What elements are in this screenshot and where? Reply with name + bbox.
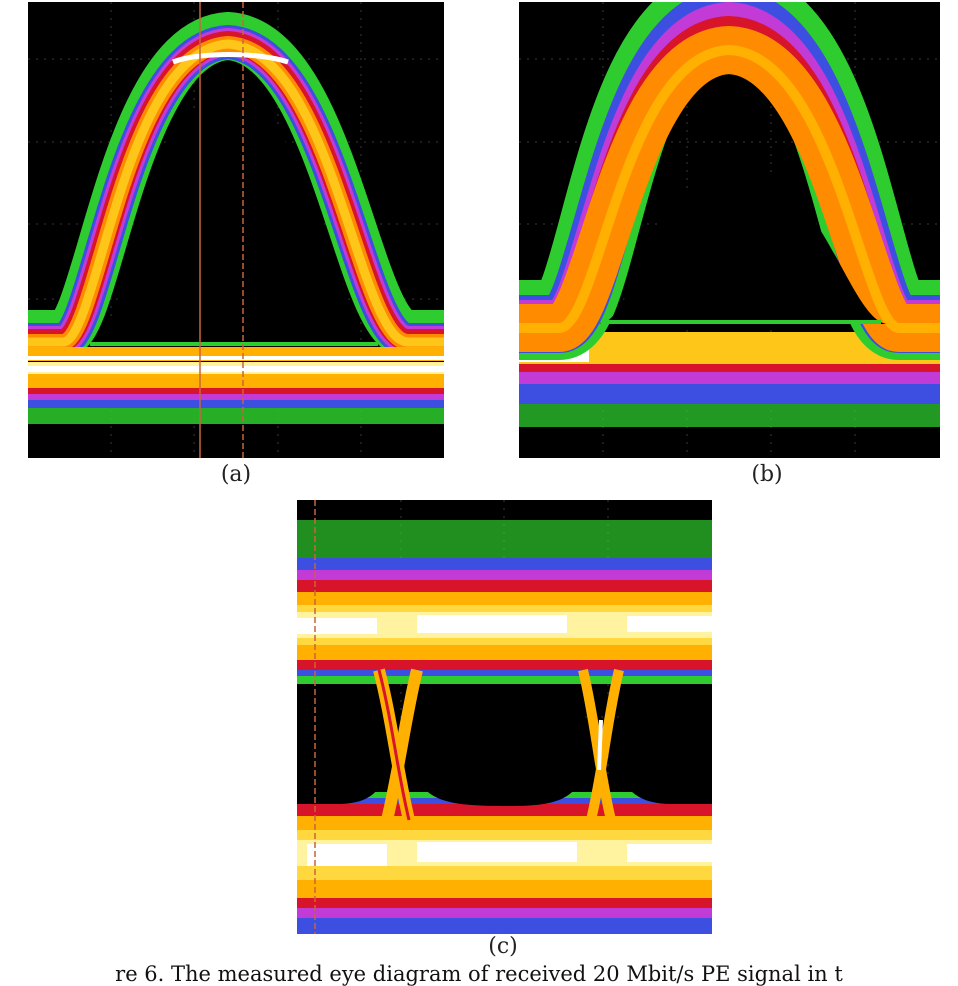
inner-eye — [28, 92, 444, 361]
inner-eye — [599, 167, 887, 324]
panel-label-b: (b) — [751, 462, 783, 487]
figure-caption: re 6. The measured eye diagram of receiv… — [115, 962, 843, 986]
high-level-band — [297, 520, 712, 684]
cursor-markers — [199, 2, 244, 458]
eye-diagram-c-plot — [297, 500, 712, 934]
eye-diagram-b — [519, 2, 940, 458]
eye-diagram-b-plot — [519, 2, 940, 458]
panel-label-a: (a) — [220, 462, 252, 487]
eye-openings — [297, 684, 712, 806]
low-level-band — [28, 362, 444, 424]
panel-label-c: (c) — [488, 934, 518, 959]
eye-diagram-c — [297, 500, 712, 934]
eye-diagram-a-plot — [28, 2, 444, 458]
pulse-trace — [519, 2, 940, 360]
pulse-trace — [28, 12, 444, 358]
crossing-traces — [373, 668, 624, 822]
eye-diagram-a — [28, 2, 444, 458]
low-level-band — [297, 792, 712, 934]
